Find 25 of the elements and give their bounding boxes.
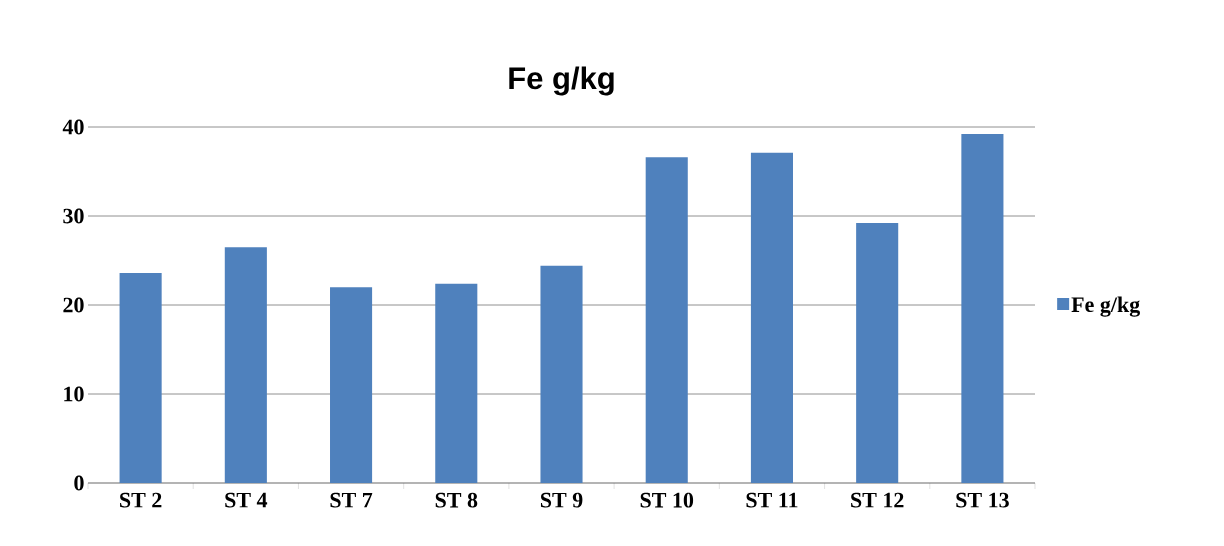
x-tick-label: ST 9 [540,492,583,508]
y-tick-label: 20 [63,297,84,313]
y-tick-label: 10 [64,386,84,402]
bar [224,247,267,483]
x-tick-label: ST 11 [746,492,798,508]
x-tick-label: ST 4 [225,492,268,508]
bar [645,157,688,483]
bar [750,152,793,483]
bar [119,272,162,483]
x-tick-label: ST 13 [956,492,1009,508]
y-tick-label: 30 [63,208,84,224]
chart-title: Fe g/kg [509,66,614,96]
y-tick-label: 40 [62,119,84,135]
y-tick-label: 0 [74,475,84,491]
x-tick-label: ST 7 [330,492,373,508]
bar [856,223,899,483]
bar [435,283,478,483]
x-tick-label: ST 2 [120,492,162,508]
bar [330,287,373,483]
bar [540,265,583,483]
x-tick-label: ST 10 [640,492,694,508]
legend-label: Fe g/kg [1071,296,1140,317]
x-tick-label: ST 8 [435,492,478,508]
x-tick-label: ST 12 [851,492,904,508]
bar [961,134,1004,483]
